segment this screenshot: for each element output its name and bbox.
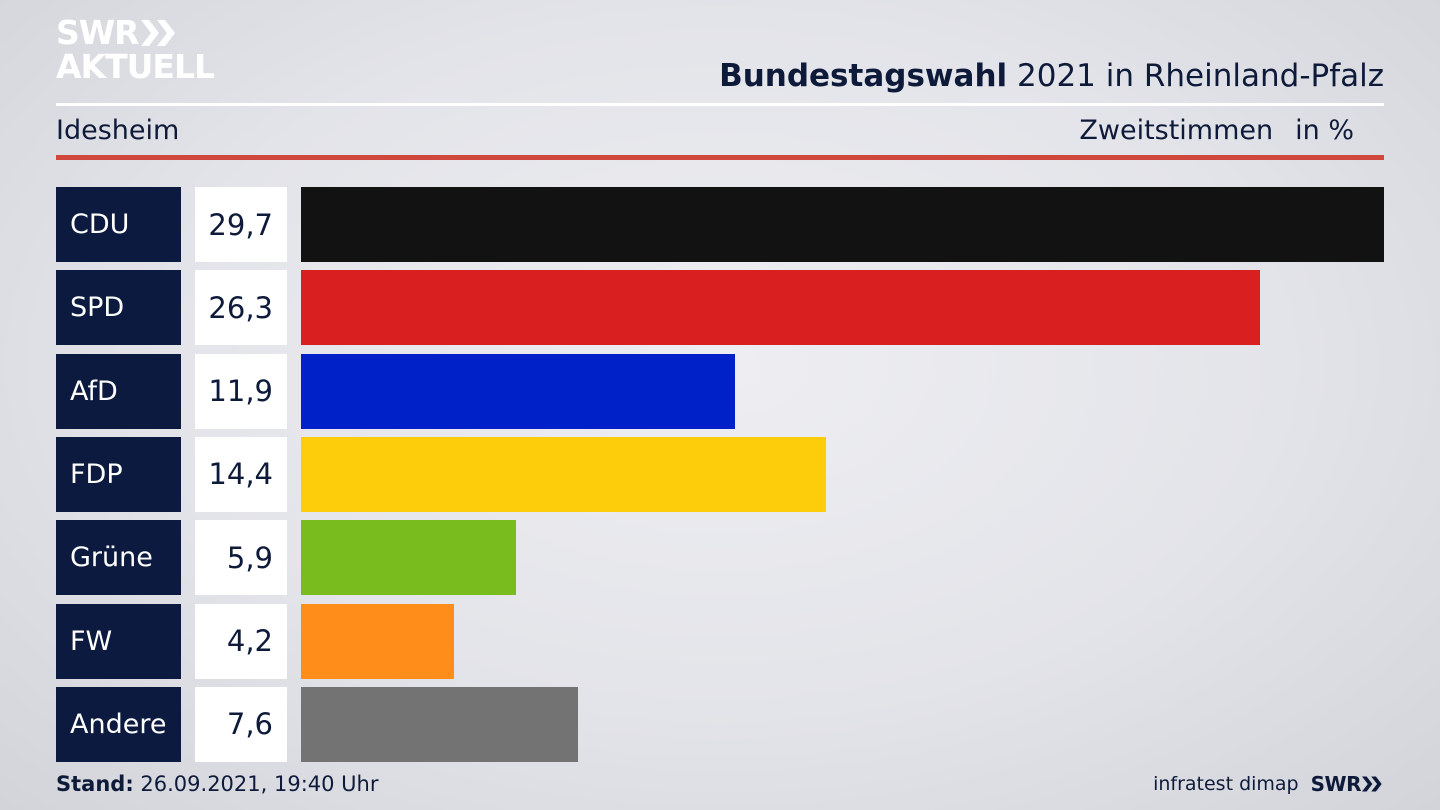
value-label: 4,2 bbox=[195, 603, 287, 679]
bar-chart: CDU 29,7 SPD 26,3 AfD 11,9 FDP 14,4 Grüne 5,9 FW 4,… bbox=[56, 187, 1384, 762]
value-label: 7,6 bbox=[195, 686, 287, 762]
stand-label: Stand: bbox=[56, 772, 134, 796]
logo-line1: SWR bbox=[56, 13, 140, 52]
chart-row: FDP 14,4 bbox=[56, 436, 1384, 512]
footer-credits: infratest dimap SWR bbox=[1153, 772, 1384, 796]
value-label: 11,9 bbox=[195, 353, 287, 429]
bar bbox=[301, 353, 735, 429]
chart-row: CDU 29,7 bbox=[56, 187, 1384, 262]
bar bbox=[301, 436, 827, 512]
value-label: 26,3 bbox=[195, 270, 287, 346]
stand-value: 26.09.2021, 19:40 Uhr bbox=[133, 772, 379, 796]
header-divider bbox=[56, 103, 1384, 106]
bar bbox=[301, 603, 455, 679]
value-label: 5,9 bbox=[195, 520, 287, 596]
accent-divider bbox=[56, 155, 1384, 160]
bar bbox=[301, 270, 1261, 346]
party-label: FDP bbox=[56, 436, 181, 512]
title-rest: 2021 in Rheinland-Pfalz bbox=[1007, 58, 1384, 94]
metric-header: Zweitstimmen in % bbox=[1079, 115, 1354, 146]
title-strong: Bundestagswahl bbox=[719, 58, 1008, 94]
party-label: AfD bbox=[56, 353, 181, 429]
party-label: Andere bbox=[56, 686, 181, 762]
bar bbox=[301, 520, 517, 596]
party-label: Grüne bbox=[56, 520, 181, 596]
double-chevron-icon bbox=[140, 19, 175, 46]
bar bbox=[301, 187, 1384, 262]
chart-row: SPD 26,3 bbox=[56, 270, 1384, 346]
party-label: CDU bbox=[56, 187, 181, 262]
logo-line2: AKTUELL bbox=[56, 47, 215, 86]
bar bbox=[301, 686, 579, 762]
chart-title: Bundestagswahl 2021 in Rheinland-Pfalz bbox=[719, 58, 1384, 94]
party-label: SPD bbox=[56, 270, 181, 346]
double-chevron-icon bbox=[1362, 776, 1382, 792]
chart-row: FW 4,2 bbox=[56, 603, 1384, 679]
value-label: 14,4 bbox=[195, 436, 287, 512]
swr-footer-logo: SWR bbox=[1311, 772, 1384, 796]
chart-row: AfD 11,9 bbox=[56, 353, 1384, 429]
chart-row: Grüne 5,9 bbox=[56, 520, 1384, 596]
value-label: 29,7 bbox=[195, 187, 287, 262]
metric-label: Zweitstimmen bbox=[1079, 115, 1274, 146]
region-label: Idesheim bbox=[56, 115, 180, 146]
source-label: infratest dimap bbox=[1153, 773, 1299, 795]
party-label: FW bbox=[56, 603, 181, 679]
timestamp: Stand: 26.09.2021, 19:40 Uhr bbox=[56, 772, 379, 796]
chart-row: Andere 7,6 bbox=[56, 686, 1384, 762]
unit-label: in % bbox=[1295, 115, 1354, 146]
footer-brand: SWR bbox=[1310, 772, 1362, 796]
swr-aktuell-logo: SWR AKTUELL bbox=[56, 13, 215, 86]
